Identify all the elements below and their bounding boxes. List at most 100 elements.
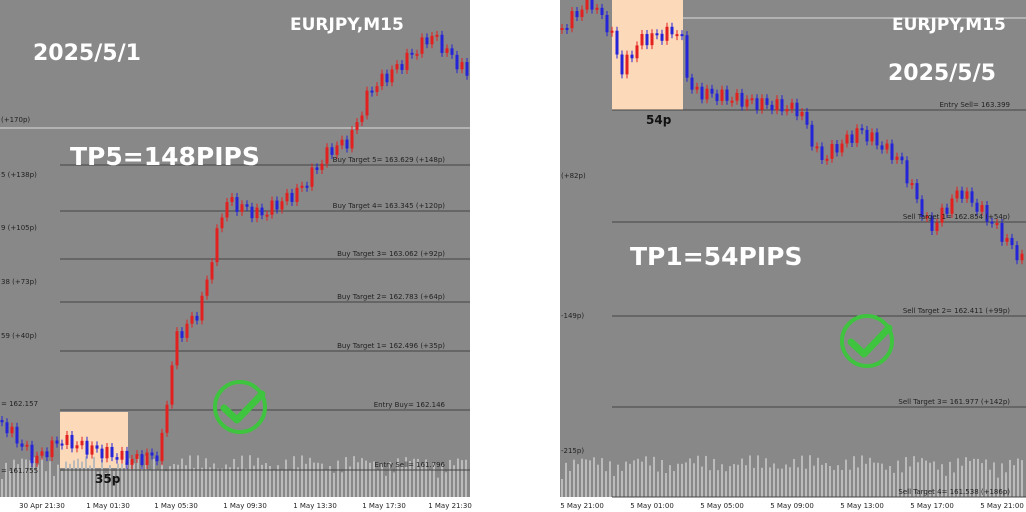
candle-body: [15, 426, 19, 444]
time-label: 30 Apr 21:30: [19, 502, 65, 510]
time-label: 5 May 21:00: [560, 502, 604, 510]
candle-body: [130, 458, 134, 465]
candle-body: [780, 99, 784, 112]
candle-body: [635, 45, 639, 59]
date: 2025/5/1: [33, 41, 141, 66]
candle-body: [680, 34, 684, 37]
candle-body: [610, 30, 614, 33]
candle-body: [45, 451, 49, 458]
candle-body: [335, 145, 339, 155]
level-label: Entry Sell= 163.399: [939, 101, 1010, 109]
candle-body: [190, 315, 194, 324]
candle-body: [1020, 253, 1024, 261]
candle-body: [920, 199, 924, 217]
candle-body: [385, 73, 389, 83]
candle-body: [390, 69, 394, 83]
candle-body: [745, 99, 749, 107]
candle-body: [970, 191, 974, 203]
candle-body: [960, 190, 964, 199]
check-icon: [213, 380, 267, 434]
edge-label: (+82p): [561, 172, 586, 180]
candle-body: [55, 440, 59, 444]
candle-body: [935, 222, 939, 232]
candle-body: [400, 64, 404, 70]
candle-body: [365, 90, 369, 116]
candle-body: [405, 52, 409, 70]
candle-body: [870, 132, 874, 142]
candle-body: [330, 147, 334, 155]
time-label: 5 May 09:00: [770, 502, 814, 510]
check-icon: [840, 314, 894, 368]
candle-body: [445, 48, 449, 53]
candle-body: [270, 200, 274, 215]
candle-body: [860, 128, 864, 131]
candle-body: [865, 129, 869, 142]
candle-body: [1015, 245, 1019, 261]
symbol: EURJPY,M15: [290, 15, 404, 35]
candle-body: [285, 192, 289, 202]
level-label: Entry Sell= 161.796: [374, 461, 445, 469]
candle-body: [170, 365, 174, 405]
candle-body: [40, 451, 44, 456]
time-label: 1 May 13:30: [293, 502, 337, 510]
time-label: 1 May 17:30: [362, 502, 406, 510]
candle-body: [570, 11, 574, 29]
time-label: 5 May 05:00: [700, 502, 744, 510]
candle-body: [885, 143, 889, 150]
candle-body: [685, 35, 689, 78]
candle-body: [770, 104, 774, 111]
candle-body: [605, 14, 609, 33]
candle-body: [665, 26, 669, 41]
candle-body: [900, 156, 904, 161]
candle-body: [625, 54, 629, 75]
time-label: 1 May 21:30: [428, 502, 472, 510]
date: 2025/5/5: [888, 61, 996, 86]
time-label: 1 May 01:30: [86, 502, 130, 510]
box-label: 54p: [646, 113, 672, 127]
candle-body: [620, 54, 624, 75]
level-label: Buy Target 2= 162.783 (+64p): [337, 293, 445, 301]
candle-body: [915, 183, 919, 200]
candle-body: [740, 92, 744, 107]
candle-body: [375, 86, 379, 93]
candle-body: [120, 450, 124, 460]
edge-label: 9 (+105p): [1, 224, 37, 232]
level-label: Sell Target 3= 161.977 (+142p): [898, 398, 1010, 406]
candle-body: [155, 455, 159, 462]
edge-label: 59 (+40p): [1, 332, 37, 340]
box-label: 35p: [95, 472, 121, 486]
time-label: 1 May 09:30: [223, 502, 267, 510]
candle-body: [290, 192, 294, 202]
candle-body: [85, 440, 89, 455]
candle-body: [220, 217, 224, 229]
candle-body: [160, 432, 164, 462]
candle-body: [1005, 237, 1009, 242]
candle-body: [320, 163, 324, 170]
candle-body: [785, 109, 789, 112]
candle-body: [195, 315, 199, 321]
edge-label: -215p): [561, 447, 584, 455]
edge-label: 5 (+138p): [1, 171, 37, 179]
candle-body: [585, 0, 589, 10]
candle-body: [370, 90, 374, 93]
candle-body: [955, 190, 959, 199]
level-label: Buy Target 4= 163.345 (+120p): [333, 202, 446, 210]
candle-body: [240, 204, 244, 212]
level-label: Buy Target 3= 163.062 (+92p): [337, 250, 445, 258]
candle-body: [830, 144, 834, 159]
candle-body: [765, 98, 769, 105]
candle-body: [180, 331, 184, 338]
candles: [0, 0, 1026, 498]
candle-body: [455, 54, 459, 70]
right-time-axis: [560, 497, 1026, 512]
candle-body: [575, 11, 579, 18]
candle-body: [145, 452, 149, 465]
candle-body: [350, 130, 354, 149]
candle-body: [135, 454, 139, 459]
candle-body: [175, 331, 179, 366]
candle-body: [90, 445, 94, 455]
candle-body: [430, 35, 434, 45]
candle-body: [905, 160, 909, 184]
candle-body: [775, 99, 779, 111]
